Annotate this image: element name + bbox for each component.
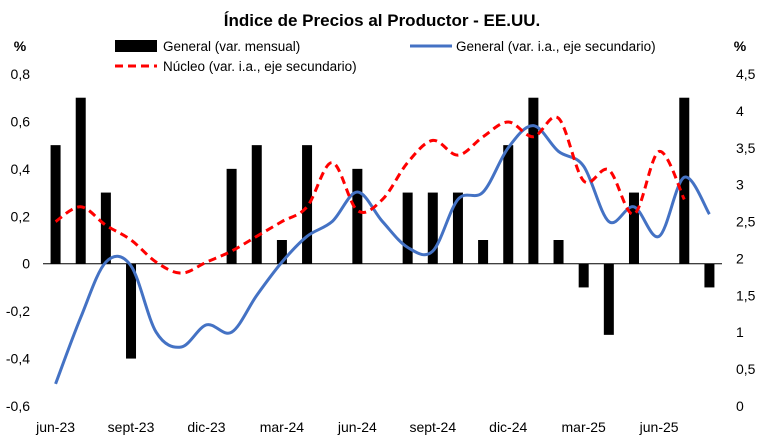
right-tick-label: 0,5 xyxy=(736,361,756,377)
right-tick-label: 3,5 xyxy=(736,140,756,156)
x-tick-label: dic-24 xyxy=(489,419,527,435)
x-tick-label: sept-23 xyxy=(108,419,155,435)
bar xyxy=(50,145,61,264)
left-tick-label: 0,6 xyxy=(11,113,31,129)
right-axis-unit: % xyxy=(734,38,747,54)
right-tick-label: 0 xyxy=(736,398,744,414)
bar xyxy=(75,97,86,264)
line-series xyxy=(54,115,711,385)
bar xyxy=(628,192,639,264)
left-axis-ticks: 0,8 0,6 0,4 0,2 0 -0,2 -0,4 -0,6 xyxy=(6,66,30,414)
bar xyxy=(427,192,438,264)
bar xyxy=(251,145,262,264)
left-tick-label: -0,6 xyxy=(6,398,30,414)
left-tick-label: 0,4 xyxy=(11,161,31,177)
bar xyxy=(276,240,287,264)
bar xyxy=(704,263,715,288)
bar xyxy=(302,145,313,264)
bar xyxy=(352,168,363,264)
chart-title: Índice de Precios al Productor - EE.UU. xyxy=(224,11,540,30)
right-tick-label: 4 xyxy=(736,103,744,119)
bar xyxy=(578,263,589,288)
nucleo-line xyxy=(54,115,686,275)
bar xyxy=(100,192,111,264)
bar-series xyxy=(50,97,715,359)
legend: General (var. mensual) General (var. i.a… xyxy=(115,39,656,74)
left-tick-label: 0 xyxy=(22,256,30,272)
general-line xyxy=(54,124,711,385)
bar xyxy=(402,192,413,264)
legend-label-general: General (var. i.a., eje secundario) xyxy=(456,39,656,54)
x-tick-label: jun-24 xyxy=(337,419,377,435)
x-tick-label: dic-23 xyxy=(187,419,225,435)
x-tick-label: mar-24 xyxy=(260,419,305,435)
x-tick-label: jun-23 xyxy=(35,419,75,435)
right-tick-label: 2,5 xyxy=(736,214,756,230)
bar xyxy=(528,97,539,264)
bar xyxy=(679,97,690,264)
left-tick-label: -0,4 xyxy=(6,351,30,367)
x-tick-label: jun-25 xyxy=(639,419,679,435)
x-tick-label: mar-25 xyxy=(562,419,607,435)
legend-label-nucleo: Núcleo (var. i.a., eje secundario) xyxy=(163,59,357,74)
bar xyxy=(478,240,489,264)
left-tick-label: 0,2 xyxy=(11,208,31,224)
legend-swatch-bars xyxy=(115,40,157,52)
bar xyxy=(126,263,137,359)
bar xyxy=(226,168,237,264)
right-tick-label: 1 xyxy=(736,324,744,340)
x-axis-ticks: jun-23 sept-23 dic-23 mar-24 jun-24 sept-24 di… xyxy=(35,419,679,435)
right-tick-label: 4,5 xyxy=(736,66,756,82)
bar xyxy=(503,145,514,264)
x-tick-label: sept-24 xyxy=(409,419,456,435)
bar xyxy=(452,192,463,264)
legend-label-bars: General (var. mensual) xyxy=(163,39,300,54)
left-axis-unit: % xyxy=(14,38,27,54)
right-axis-ticks: 4,5 4 3,5 3 2,5 2 1,5 1 0,5 0 xyxy=(736,66,756,414)
left-tick-label: -0,2 xyxy=(6,303,30,319)
bar xyxy=(603,263,614,335)
right-tick-label: 2 xyxy=(736,250,744,266)
right-tick-label: 1,5 xyxy=(736,287,756,303)
right-tick-label: 3 xyxy=(736,177,744,193)
left-tick-label: 0,8 xyxy=(11,66,31,82)
bar xyxy=(553,240,564,264)
